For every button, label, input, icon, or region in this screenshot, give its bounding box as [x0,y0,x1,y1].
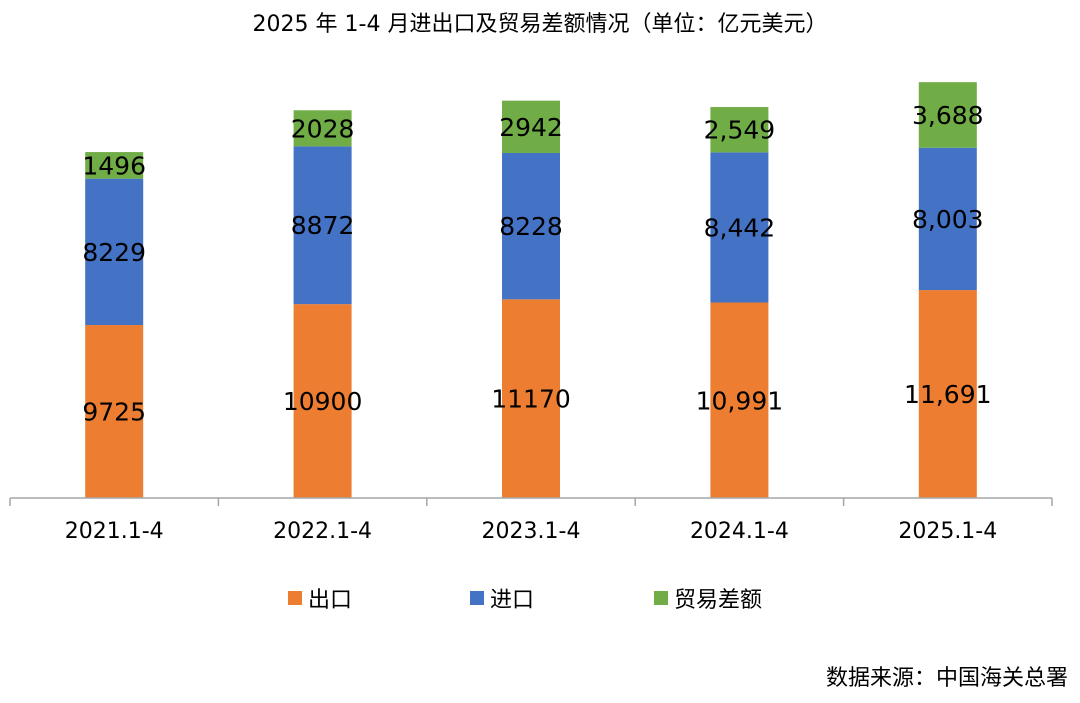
data-label-export-2024.1-4: 10,991 [696,386,783,415]
chart-title: 2025 年 1-4 月进出口及贸易差额情况（单位：亿元美元） [252,12,828,37]
data-label-balance-2023.1-4: 2942 [499,113,563,142]
bar-import-2023.1-4 [502,152,560,300]
bar-balance-2023.1-4 [502,100,560,153]
bar-balance-2024.1-4 [710,107,769,153]
data-label-export-2023.1-4: 11170 [491,385,571,414]
data-label-export-2021.1-4: 9725 [82,398,146,427]
data-label-balance-2022.1-4: 2028 [291,114,355,143]
bars-layer [85,82,977,498]
legend-label-balance: 贸易差额 [674,588,763,613]
bar-balance-2025.1-4 [918,82,977,148]
x-axis: 2021.1-4 2022.1-4 2023.1-4 2024.1-4 2025.1-4 [9,497,1053,544]
legend: 出口 进口 贸易差额 [0,582,1080,616]
x-tick-label-2024.1-4: 2024.1-4 [690,519,789,544]
data-label-import-2023.1-4: 8228 [499,212,563,241]
bar-balance-2021.1-4 [85,152,144,179]
legend-swatch-export [288,591,302,605]
legend-swatch-balance [654,591,668,605]
data-label-balance-2021.1-4: 1496 [82,151,146,180]
bar-export-2024.1-4 [710,302,769,498]
data-labels: 9725 8229 1496 10900 8872 2028 11170 8228 2942 10… [82,101,991,427]
legend-label-import: 进口 [490,588,535,613]
bar-export-2023.1-4 [502,299,560,498]
bar-import-2022.1-4 [293,146,352,305]
data-label-import-2025.1-4: 8,003 [912,205,984,234]
legend-item-export: 出口 [288,582,352,614]
x-tick-label-2022.1-4: 2022.1-4 [273,519,372,544]
legend-item-import: 进口 [470,582,534,614]
legend-item-balance: 贸易差额 [654,582,762,614]
x-tick-label-2021.1-4: 2021.1-4 [65,519,164,544]
data-label-import-2021.1-4: 8229 [82,238,146,267]
x-tick-label-2023.1-4: 2023.1-4 [482,519,581,544]
bar-import-2025.1-4 [918,147,977,291]
data-label-import-2022.1-4: 8872 [291,211,355,240]
data-label-balance-2024.1-4: 2,549 [704,116,776,145]
bar-export-2021.1-4 [85,325,144,498]
legend-swatch-import [470,591,484,605]
bar-import-2024.1-4 [710,152,769,303]
x-tick-label-2025.1-4: 2025.1-4 [898,519,997,544]
data-label-export-2022.1-4: 10900 [283,387,363,416]
data-label-balance-2025.1-4: 3,688 [912,101,984,130]
bar-balance-2022.1-4 [293,110,352,147]
source-note: 数据来源：中国海关总署 [825,666,1068,691]
bar-export-2022.1-4 [293,304,352,498]
data-label-export-2025.1-4: 11,691 [904,380,991,409]
legend-label-export: 出口 [308,588,353,613]
data-label-import-2024.1-4: 8,442 [704,213,776,242]
bar-export-2025.1-4 [918,290,977,498]
bar-import-2021.1-4 [85,178,144,326]
